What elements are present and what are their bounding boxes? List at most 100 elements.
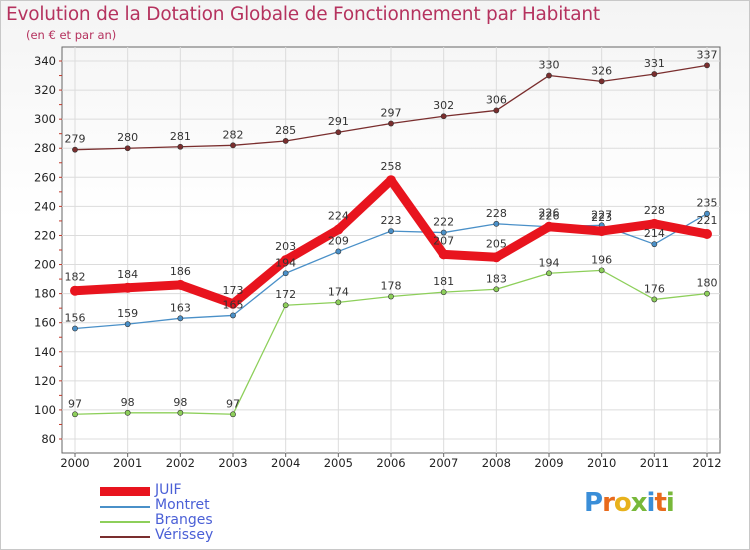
data-label-juif: 186 [170, 265, 191, 278]
point-verissey [230, 142, 236, 149]
data-label-verissey: 302 [433, 99, 454, 112]
y-tick-label: 80 [41, 432, 56, 446]
point-juif [438, 249, 449, 260]
data-label-montret: 223 [381, 214, 402, 227]
point-montret [440, 229, 447, 236]
data-label-branges: 172 [275, 288, 296, 301]
data-label-verissey: 291 [328, 115, 349, 128]
x-tick-label: 2009 [534, 456, 563, 470]
data-label-montret: 163 [170, 301, 191, 314]
point-verissey [651, 71, 658, 77]
point-juif [333, 224, 344, 235]
data-label-verissey: 279 [65, 133, 86, 146]
x-tick-label: 2002 [166, 456, 195, 470]
data-label-verissey: 282 [223, 128, 244, 141]
y-tick-label: 200 [34, 258, 56, 272]
logo-letter: r [602, 488, 615, 518]
point-branges [546, 270, 552, 277]
point-juif [596, 226, 607, 237]
data-label-verissey: 297 [381, 107, 402, 120]
data-label-montret: 228 [486, 207, 507, 220]
data-label-montret: 214 [644, 227, 665, 240]
data-label-verissey: 331 [644, 57, 665, 70]
data-label-verissey: 306 [486, 93, 507, 106]
data-label-juif: 182 [65, 271, 86, 284]
data-label-juif: 221 [697, 214, 718, 227]
proxiti-logo: Proxiti [584, 488, 675, 518]
legend-item-branges: Branges [100, 512, 270, 529]
point-montret [388, 228, 394, 234]
data-label-juif: 205 [486, 237, 507, 250]
y-tick-label: 160 [34, 316, 56, 330]
legend-item-juif: JUIF [100, 482, 270, 499]
y-tick-label: 340 [34, 54, 56, 68]
data-label-branges: 98 [173, 396, 187, 409]
point-juif [491, 252, 502, 263]
point-verissey [335, 129, 342, 136]
point-branges [440, 289, 447, 296]
legend-item-verissey: Vérissey [100, 527, 270, 544]
logo-letter: P [584, 488, 603, 518]
point-montret [335, 248, 342, 255]
data-label-juif: 173 [223, 284, 244, 297]
data-label-juif: 224 [328, 210, 349, 223]
x-tick-label: 2011 [640, 456, 669, 470]
data-label-branges: 183 [486, 272, 507, 285]
point-verissey [72, 146, 78, 153]
logo-letter: t [654, 488, 666, 518]
x-tick-label: 2004 [271, 456, 300, 470]
legend-swatch-branges [100, 521, 150, 523]
legend: JUIF Montret Branges Vérissey [100, 482, 270, 544]
point-branges [282, 302, 289, 309]
point-verissey [598, 78, 605, 85]
point-branges [72, 411, 78, 418]
y-axis: 80 100 120 140 160 180 200 220 240 260 280 300 320 34… [34, 54, 62, 446]
point-juif [228, 298, 238, 309]
data-label-montret: 165 [223, 298, 244, 311]
point-juif [544, 221, 554, 232]
x-tick-label: 2010 [587, 456, 616, 470]
data-label-juif: 207 [433, 234, 454, 247]
point-juif [175, 279, 186, 290]
chart-subtitle: (en € et par an) [26, 28, 117, 42]
legend-label-verissey: Vérissey [155, 527, 214, 543]
data-label-juif: 228 [644, 204, 665, 217]
y-tick-label: 220 [34, 228, 56, 242]
y-tick-label: 280 [34, 141, 56, 155]
data-label-juif: 223 [591, 211, 612, 224]
legend-swatch-verissey [100, 536, 150, 538]
data-label-branges: 180 [697, 277, 718, 290]
data-label-montret: 156 [65, 312, 86, 325]
point-montret [230, 312, 236, 319]
data-label-verissey: 281 [170, 130, 191, 143]
point-juif [649, 218, 660, 229]
point-branges [177, 409, 184, 416]
data-label-montret: 159 [117, 307, 138, 320]
data-label-verissey: 337 [697, 48, 718, 61]
x-tick-label: 2006 [376, 456, 405, 470]
y-tick-label: 100 [34, 403, 56, 417]
point-montret [124, 321, 131, 328]
series-group [70, 62, 712, 418]
point-verissey [282, 138, 289, 144]
point-verissey [546, 72, 552, 79]
point-branges [651, 296, 658, 303]
point-verissey [124, 145, 131, 152]
point-juif [280, 255, 291, 266]
x-tick-label: 2005 [324, 456, 353, 470]
data-label-branges: 194 [539, 256, 560, 269]
data-label-branges: 181 [433, 275, 454, 288]
legend-label-juif: JUIF [155, 482, 182, 498]
data-label-juif: 184 [117, 268, 138, 281]
point-verissey [493, 107, 500, 114]
data-label-montret: 227 [591, 208, 612, 221]
point-montret [704, 210, 710, 217]
legend-label-branges: Branges [155, 512, 213, 528]
point-juif [122, 282, 133, 293]
x-tick-label: 2008 [482, 456, 511, 470]
point-montret [72, 325, 78, 332]
point-branges [493, 286, 500, 293]
x-tick-label: 2012 [692, 456, 721, 470]
point-juif [702, 229, 712, 240]
y-tick-label: 300 [34, 112, 56, 126]
